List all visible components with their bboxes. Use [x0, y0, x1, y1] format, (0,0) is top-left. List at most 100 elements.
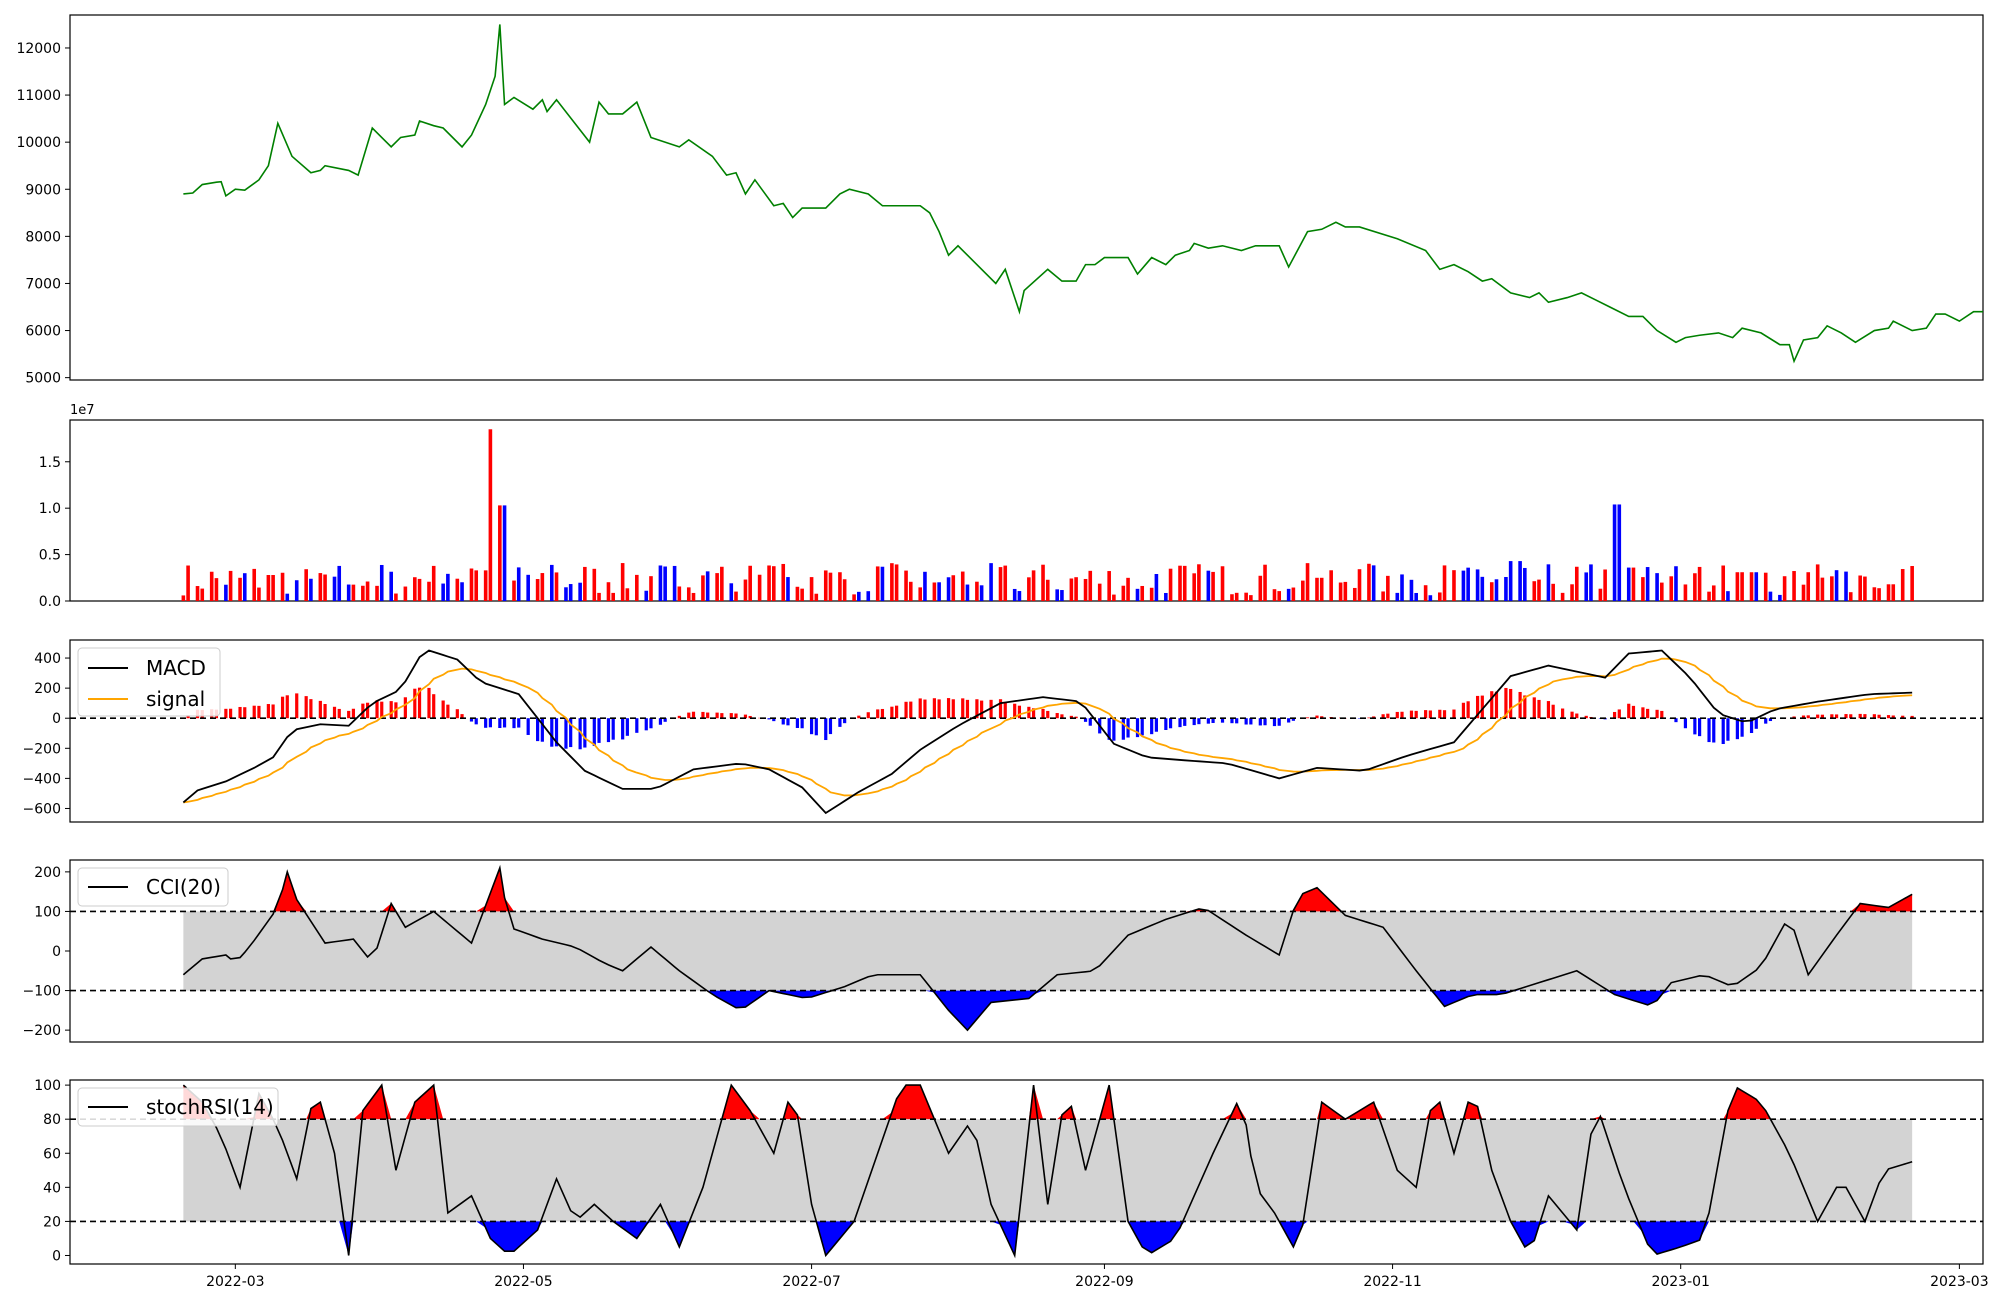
volume-bar — [1612, 504, 1617, 601]
macd-hist-bar — [243, 707, 247, 719]
macd-hist-bar — [1820, 714, 1825, 719]
volume-bar — [1489, 582, 1494, 601]
volume-bar — [1674, 566, 1678, 601]
macd-hist-bar — [1428, 710, 1432, 719]
macd-hist-bar — [951, 699, 955, 719]
macd-hist-bar — [743, 714, 748, 719]
macd-hist-bar — [1490, 691, 1494, 719]
volume-bar — [1589, 564, 1593, 601]
macd-hist-bar — [1830, 714, 1834, 719]
macd-hist-bar — [1452, 709, 1456, 719]
volume-bar — [743, 579, 748, 601]
volume-bar — [379, 564, 384, 601]
volume-bar — [1815, 564, 1820, 601]
volume-bar — [346, 584, 351, 601]
macd-hist-bar — [1409, 710, 1414, 719]
macd-hist-bar — [446, 704, 450, 719]
macd-hist-bar — [1575, 713, 1579, 719]
volume-bar — [181, 595, 186, 601]
volume-bar — [1168, 568, 1173, 601]
macd-hist-bar — [795, 718, 800, 728]
x-axis: 2022-03 2022-05 2022-07 2022-09 2022-11 2023-… — [206, 1264, 1989, 1290]
volume-bar — [1140, 585, 1145, 601]
volume-bar — [686, 587, 691, 601]
volume-bar — [271, 575, 275, 601]
volume-bar — [795, 586, 800, 601]
volume-bar — [951, 575, 956, 601]
volume-bar — [1872, 587, 1877, 601]
volume-bar — [894, 564, 899, 601]
stochrsi-frame — [69, 1079, 1984, 1265]
volume-bar — [238, 577, 242, 601]
volume-bar — [1504, 576, 1508, 601]
price-ytick-label: 8000 — [25, 229, 61, 245]
volume-bar — [1523, 567, 1527, 601]
macd-hist-bar — [323, 704, 327, 719]
macd-hist-bar — [1003, 701, 1007, 719]
macd-hist-bar — [1735, 718, 1739, 740]
volume-bar — [998, 567, 1003, 601]
macd-hist-bar — [1697, 718, 1702, 737]
volume-bar — [1409, 579, 1414, 601]
macd-hist-bar — [1178, 718, 1182, 728]
volume-bar — [1069, 578, 1074, 601]
macd-hist-bar — [814, 718, 818, 736]
volume-bar — [1343, 581, 1348, 601]
volume-bar — [1230, 594, 1234, 601]
macd-hist-bar — [597, 718, 601, 743]
volume-bar — [1763, 572, 1768, 601]
volume-bar — [1900, 569, 1905, 601]
volume-bar — [800, 588, 804, 601]
volume-bar — [1211, 571, 1215, 601]
macd-hist-bar — [1806, 715, 1810, 719]
macd-hist-bar — [1504, 687, 1508, 719]
macd-hist-bar — [1740, 718, 1744, 737]
macd-hist-bar — [271, 704, 275, 719]
volume-bar — [209, 571, 214, 601]
macd-hist-bar — [1584, 715, 1588, 719]
macd-hist-bar — [1088, 718, 1092, 726]
macd-hist-bar — [427, 687, 431, 719]
volume-bar — [323, 574, 327, 601]
volume-bar — [1598, 588, 1603, 601]
macd-hist-bar — [880, 708, 885, 719]
macd-hist-bar — [687, 712, 691, 719]
volume-bar — [1182, 565, 1187, 601]
volume-bar — [474, 570, 479, 601]
macd-hist-bar — [351, 708, 356, 719]
volume-bar — [814, 593, 819, 601]
macd-hist-bar — [1305, 717, 1310, 719]
macd-hist-bar — [1395, 711, 1399, 719]
volume-bar — [592, 568, 597, 601]
macd-hist-bar — [1849, 714, 1853, 719]
volume-bar — [748, 565, 752, 601]
volume-bar — [1910, 566, 1914, 601]
macd-panel: −600 −400 −200 0 200 400 MACD signal — [23, 639, 1984, 823]
x-tick-label: 2022-05 — [494, 1274, 553, 1290]
macd-hist-bar — [904, 701, 908, 719]
macd-hist-bar — [1509, 688, 1513, 719]
volume-bar — [989, 563, 993, 601]
macd-hist-bar — [1183, 718, 1187, 726]
volume-bar — [242, 573, 247, 601]
macd-ytick-label: −400 — [23, 771, 61, 787]
volume-bar — [1574, 566, 1579, 601]
volume-bar — [918, 587, 923, 601]
price-ytick-label: 7000 — [25, 276, 61, 292]
macd-hist-bar — [1712, 718, 1716, 743]
volume-bar — [1466, 567, 1470, 601]
macd-ytick-label: −200 — [23, 741, 61, 757]
macd-hist-bar — [569, 718, 573, 748]
volume-bar — [1371, 565, 1376, 601]
volume-bar — [1707, 591, 1711, 601]
macd-ytick-label: 400 — [34, 651, 61, 667]
macd-hist-bar — [1551, 704, 1555, 719]
volume-bar — [932, 582, 937, 601]
macd-hist-bar — [1291, 718, 1295, 721]
x-tick-label: 2023-01 — [1651, 1274, 1710, 1290]
price-ytick-label: 12000 — [16, 41, 61, 57]
macd-hist-bar — [781, 718, 785, 725]
macd-hist-bar — [809, 718, 814, 735]
macd-hist-bar — [1674, 718, 1678, 723]
macd-hist-bar — [1192, 718, 1196, 726]
